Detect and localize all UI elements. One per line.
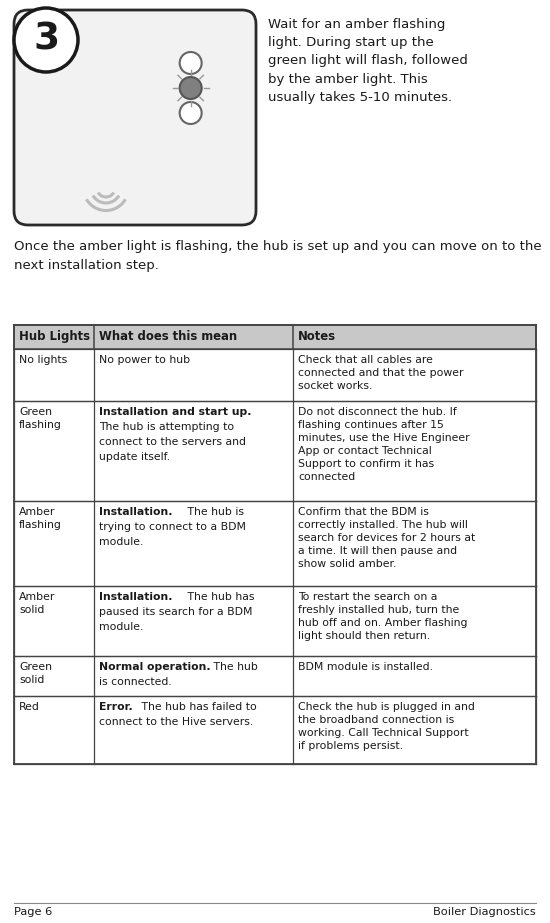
Bar (14, 501, 536, 586)
Text: module.: module. (99, 622, 144, 632)
Text: The hub is: The hub is (184, 507, 244, 517)
Text: Once the amber light is flashing, the hub is set up and you can move on to the
n: Once the amber light is flashing, the hu… (14, 240, 542, 271)
Text: Amber
flashing: Amber flashing (19, 507, 62, 530)
Text: paused its search for a BDM: paused its search for a BDM (99, 607, 252, 617)
Text: Wait for an amber flashing
light. During start up the
green light will flash, fo: Wait for an amber flashing light. During… (268, 18, 468, 103)
Text: connect to the Hive servers.: connect to the Hive servers. (99, 717, 253, 727)
FancyBboxPatch shape (14, 10, 256, 225)
Text: No power to hub: No power to hub (99, 355, 190, 365)
Text: Do not disconnect the hub. If
flashing continues after 15
minutes, use the Hive : Do not disconnect the hub. If flashing c… (298, 407, 470, 482)
Text: Installation.: Installation. (99, 507, 173, 517)
Text: Error.: Error. (99, 702, 133, 712)
Text: The hub has: The hub has (184, 592, 254, 602)
Text: What does this mean: What does this mean (99, 330, 237, 343)
Text: No lights: No lights (19, 355, 67, 365)
Text: 3: 3 (33, 22, 59, 58)
Text: Installation.: Installation. (99, 592, 173, 602)
Bar (14, 656, 536, 696)
Bar (14, 325, 536, 349)
Text: Amber
solid: Amber solid (19, 592, 56, 615)
Text: Green
solid: Green solid (19, 662, 52, 685)
Text: Page 6: Page 6 (14, 907, 52, 917)
Text: Check that all cables are
connected and that the power
socket works.: Check that all cables are connected and … (298, 355, 464, 391)
Circle shape (180, 52, 202, 74)
Text: trying to connect to a BDM: trying to connect to a BDM (99, 521, 246, 532)
Text: Red: Red (19, 702, 40, 712)
Text: Installation and start up.: Installation and start up. (99, 407, 251, 417)
Circle shape (180, 102, 202, 124)
Text: Confirm that the BDM is
correctly installed. The hub will
search for devices for: Confirm that the BDM is correctly instal… (298, 507, 475, 569)
Text: Boiler Diagnostics: Boiler Diagnostics (433, 907, 536, 917)
Text: The hub is attempting to: The hub is attempting to (99, 422, 234, 432)
Bar (14, 586, 536, 656)
Text: BDM module is installed.: BDM module is installed. (298, 662, 433, 672)
Bar (14, 696, 536, 764)
Text: The hub has failed to: The hub has failed to (138, 702, 257, 712)
Text: Notes: Notes (298, 330, 336, 343)
Text: module.: module. (99, 537, 144, 547)
Text: Normal operation.: Normal operation. (99, 662, 211, 672)
Circle shape (180, 77, 202, 99)
Bar (14, 349, 536, 401)
Circle shape (14, 8, 78, 72)
Text: update itself.: update itself. (99, 452, 170, 462)
Text: To restart the search on a
freshly installed hub, turn the
hub off and on. Amber: To restart the search on a freshly insta… (298, 592, 468, 641)
Text: Green
flashing: Green flashing (19, 407, 62, 430)
Bar (14, 401, 536, 501)
Text: Hub Lights: Hub Lights (19, 330, 90, 343)
Text: Check the hub is plugged in and
the broadband connection is
working. Call Techni: Check the hub is plugged in and the broa… (298, 702, 475, 751)
Text: is connected.: is connected. (99, 677, 172, 687)
Text: The hub: The hub (210, 662, 257, 672)
Text: connect to the servers and: connect to the servers and (99, 437, 246, 447)
